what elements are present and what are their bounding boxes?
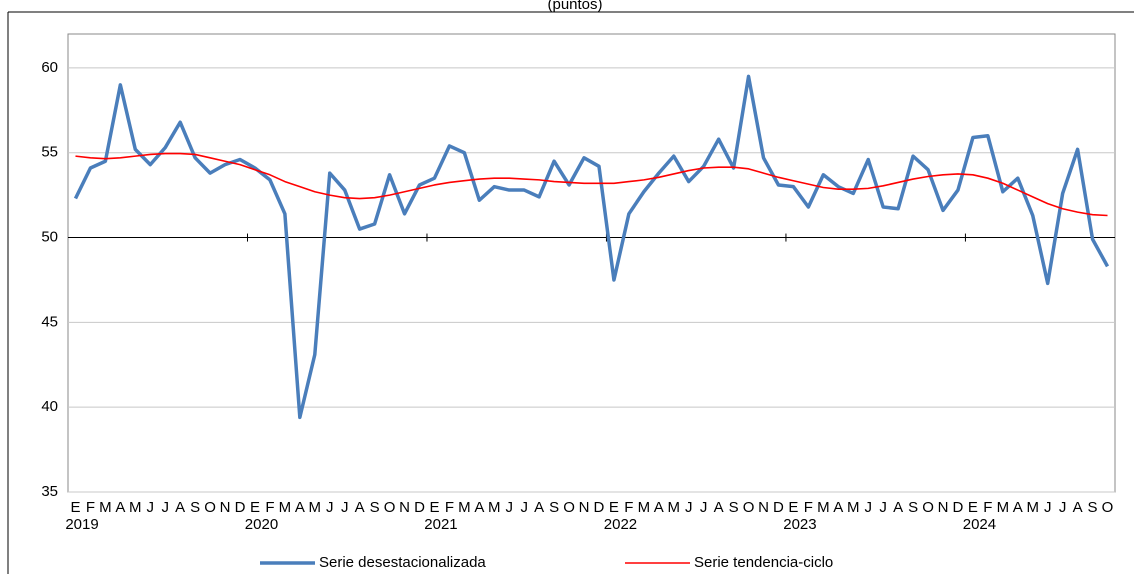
x-tick-label: D xyxy=(235,499,246,516)
x-tick-label: F xyxy=(445,499,454,516)
x-tick-label: S xyxy=(370,499,380,516)
y-tick-label: 55 xyxy=(41,144,58,161)
x-tick-label: O xyxy=(384,499,396,516)
x-tick-label: A xyxy=(714,499,724,516)
x-tick-label: S xyxy=(729,499,739,516)
x-tick-label: E xyxy=(788,499,798,516)
x-tick-label: A xyxy=(474,499,484,516)
y-tick-label: 40 xyxy=(41,398,58,415)
x-tick-label: O xyxy=(1102,499,1114,516)
x-tick-label: M xyxy=(99,499,112,516)
x-tick-label: J xyxy=(147,499,155,516)
x-tick-label: N xyxy=(938,499,949,516)
x-tick-label: J xyxy=(700,499,708,516)
x-tick-label: F xyxy=(804,499,813,516)
legend-label: Serie desestacionalizada xyxy=(319,554,486,571)
x-tick-label: F xyxy=(983,499,992,516)
x-tick-label: J xyxy=(879,499,887,516)
x-tick-label: M xyxy=(817,499,830,516)
x-tick-label: F xyxy=(265,499,274,516)
x-tick-label: O xyxy=(204,499,216,516)
x-tick-label: E xyxy=(250,499,260,516)
year-label: 2020 xyxy=(245,516,278,533)
x-tick-label: F xyxy=(86,499,95,516)
x-tick-label: D xyxy=(773,499,784,516)
series-line xyxy=(73,74,1110,420)
x-tick-label: M xyxy=(309,499,322,516)
x-tick-label: D xyxy=(953,499,964,516)
x-tick-label: M xyxy=(997,499,1010,516)
year-label: 2024 xyxy=(963,516,996,533)
x-tick-label: A xyxy=(833,499,843,516)
x-tick-label: N xyxy=(758,499,769,516)
x-tick-label: J xyxy=(685,499,693,516)
x-tick-label: M xyxy=(668,499,681,516)
x-tick-label: D xyxy=(414,499,425,516)
x-tick-label: N xyxy=(579,499,590,516)
x-tick-label: A xyxy=(654,499,664,516)
x-tick-label: N xyxy=(220,499,231,516)
series-line xyxy=(75,152,1108,217)
y-tick-label: 45 xyxy=(41,313,58,330)
year-label: 2023 xyxy=(783,516,816,533)
x-tick-label: M xyxy=(458,499,471,516)
x-tick-label: S xyxy=(549,499,559,516)
x-tick-label: A xyxy=(355,499,365,516)
x-tick-label: N xyxy=(399,499,410,516)
x-tick-label: J xyxy=(161,499,169,516)
x-tick-label: A xyxy=(534,499,544,516)
year-label: 2021 xyxy=(424,516,457,533)
x-tick-label: E xyxy=(609,499,619,516)
year-label: 2022 xyxy=(604,516,637,533)
x-tick-label: A xyxy=(175,499,185,516)
x-tick-label: S xyxy=(1088,499,1098,516)
x-tick-label: M xyxy=(1026,499,1039,516)
x-tick-label: J xyxy=(505,499,513,516)
x-tick-label: M xyxy=(279,499,292,516)
x-tick-label: A xyxy=(893,499,903,516)
x-tick-label: A xyxy=(1073,499,1083,516)
x-tick-label: S xyxy=(908,499,918,516)
legend-label: Serie tendencia-ciclo xyxy=(694,554,833,571)
x-tick-label: A xyxy=(1013,499,1023,516)
year-label: 2019 xyxy=(65,516,98,533)
x-tick-label: D xyxy=(594,499,605,516)
x-tick-label: M xyxy=(638,499,651,516)
x-tick-label: J xyxy=(1044,499,1052,516)
x-tick-label: J xyxy=(520,499,528,516)
y-tick-label: 60 xyxy=(41,59,58,76)
x-tick-label: E xyxy=(70,499,80,516)
y-tick-label: 35 xyxy=(41,483,58,500)
chart-title: (puntos) xyxy=(547,0,602,13)
x-tick-label: M xyxy=(488,499,501,516)
x-tick-label: S xyxy=(190,499,200,516)
plot-area xyxy=(67,33,1116,493)
x-tick-label: M xyxy=(129,499,142,516)
y-tick-label: 50 xyxy=(41,229,58,246)
x-tick-label: A xyxy=(295,499,305,516)
x-tick-label: J xyxy=(864,499,872,516)
x-tick-label: J xyxy=(326,499,334,516)
x-tick-label: O xyxy=(922,499,934,516)
x-tick-label: A xyxy=(115,499,125,516)
x-tick-label: O xyxy=(563,499,575,516)
x-tick-label: O xyxy=(743,499,755,516)
x-tick-label: E xyxy=(968,499,978,516)
x-tick-label: M xyxy=(847,499,860,516)
x-tick-label: J xyxy=(341,499,349,516)
x-tick-label: E xyxy=(429,499,439,516)
x-tick-label: J xyxy=(1059,499,1067,516)
x-tick-label: F xyxy=(624,499,633,516)
